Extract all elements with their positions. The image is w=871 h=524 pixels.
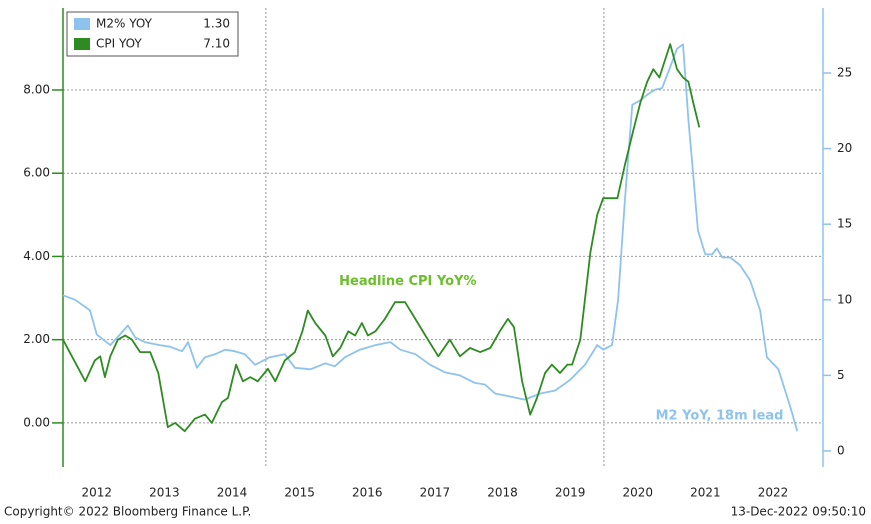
x-tick-label: 2014 [217, 486, 248, 500]
x-tick-label: 2019 [555, 486, 586, 500]
y-tick-label: 0.00 [23, 415, 50, 429]
annotation: M2 YoY, 18m lead [656, 409, 784, 424]
x-tick-label: 2018 [487, 486, 518, 500]
legend-value: 1.30 [203, 17, 230, 31]
y-tick-label: 8.00 [23, 82, 50, 96]
legend-swatch [74, 18, 90, 30]
y2-tick-label: 20 [837, 141, 852, 155]
legend-label: CPI YOY [96, 37, 142, 51]
timestamp: 13-Dec-2022 09:50:10 [731, 505, 866, 519]
x-tick-label: 2013 [149, 486, 180, 500]
copyright: Copyright© 2022 Bloomberg Finance L.P. [4, 505, 251, 519]
y-tick-label: 2.00 [23, 332, 50, 346]
x-tick-label: 2015 [284, 486, 315, 500]
x-tick-label: 2016 [352, 486, 383, 500]
y2-tick-label: 25 [837, 66, 852, 80]
legend-label: M2% YOY [96, 17, 153, 31]
x-tick-label: 2021 [690, 486, 721, 500]
x-tick-label: 2017 [420, 486, 451, 500]
x-tick-label: 2012 [82, 486, 113, 500]
y2-tick-label: 10 [837, 292, 852, 306]
y-tick-label: 4.00 [23, 249, 50, 263]
legend-value: 7.10 [203, 37, 230, 51]
y-tick-label: 6.00 [23, 166, 50, 180]
series-line [62, 43, 799, 432]
series-line [62, 43, 701, 433]
legend-box [66, 11, 239, 57]
legend-swatch [74, 38, 90, 50]
x-tick-label: 2022 [758, 486, 789, 500]
annotation: Headline CPI YoY% [339, 274, 476, 289]
y2-tick-label: 5 [837, 368, 845, 382]
y2-tick-label: 15 [837, 217, 852, 231]
x-tick-label: 2020 [622, 486, 653, 500]
y2-tick-label: 0 [837, 443, 845, 457]
